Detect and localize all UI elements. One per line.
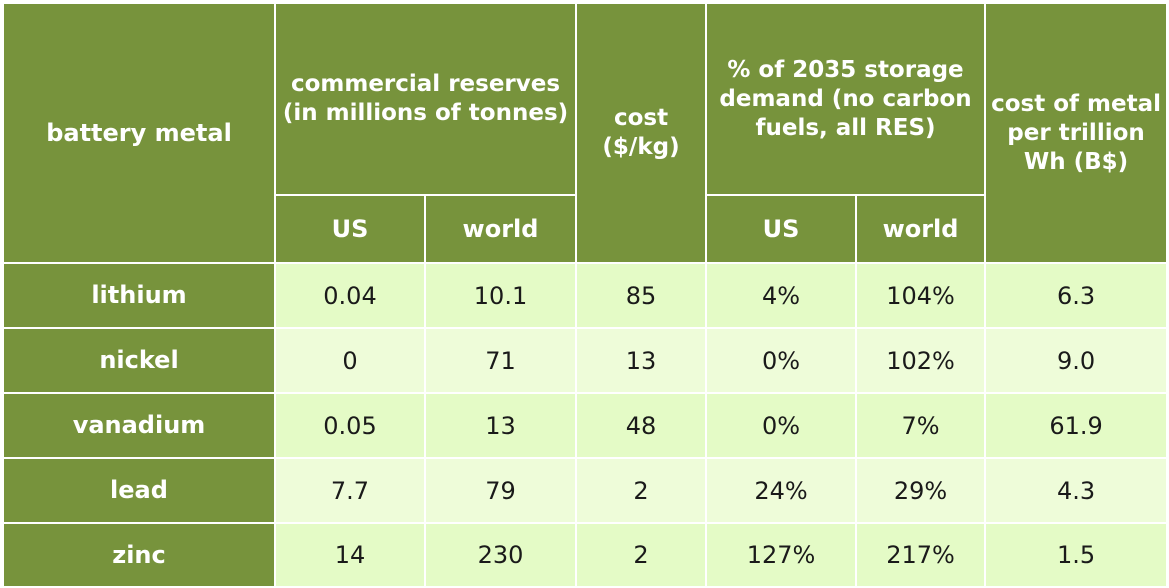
- cell-cost-per-wh: 1.5: [984, 522, 1169, 588]
- cell-reserves-us: 7.7: [274, 457, 426, 524]
- table-row: vanadium 0.05 13 48 0% 7% 61.9: [2, 392, 1169, 459]
- cell-demand-world: 7%: [855, 392, 987, 459]
- cell-demand-us: 0%: [705, 392, 858, 459]
- cell-cost: 2: [575, 457, 708, 524]
- cell-reserves-us: 0.04: [274, 262, 426, 329]
- cell-demand-us: 127%: [705, 522, 858, 588]
- header-row-sub: US world US world: [3, 194, 1167, 264]
- table-row: nickel 0 71 13 0% 102% 9.0: [2, 327, 1169, 394]
- cell-cost-per-wh: 6.3: [984, 262, 1169, 329]
- header-demand-us: US: [705, 194, 858, 264]
- cell-cost-per-wh: 4.3: [984, 457, 1169, 524]
- row-label-metal: lead: [2, 457, 276, 524]
- header-battery-metal: battery metal: [2, 2, 276, 264]
- cell-reserves-us: 14: [274, 522, 426, 588]
- row-label-metal: zinc: [2, 522, 276, 588]
- header-reserves-us: US: [274, 194, 426, 264]
- cell-reserves-us: 0.05: [274, 392, 426, 459]
- cell-reserves-world: 79: [423, 457, 578, 524]
- cell-demand-us: 0%: [705, 327, 858, 394]
- header-cost-per-trillion-wh: cost of metal per trillion Wh (B$): [984, 2, 1169, 264]
- row-label-metal: lithium: [2, 262, 276, 329]
- header-reserves-world: world: [423, 194, 578, 264]
- cell-demand-world: 217%: [855, 522, 987, 588]
- cell-demand-us: 4%: [705, 262, 858, 329]
- cell-reserves-world: 13: [423, 392, 578, 459]
- cell-demand-world: 29%: [855, 457, 987, 524]
- cell-reserves-world: 10.1: [423, 262, 578, 329]
- cell-cost: 48: [575, 392, 708, 459]
- cell-demand-us: 24%: [705, 457, 858, 524]
- row-label-metal: vanadium: [2, 392, 276, 459]
- header-row-top: battery metal commercial reserves (in mi…: [2, 2, 1169, 264]
- cell-demand-world: 102%: [855, 327, 987, 394]
- header-cost: cost ($/kg): [575, 2, 708, 264]
- cell-reserves-world: 71: [423, 327, 578, 394]
- cell-cost: 13: [575, 327, 708, 394]
- cell-reserves-us: 0: [274, 327, 426, 394]
- cell-reserves-world: 230: [423, 522, 578, 588]
- row-label-metal: nickel: [2, 327, 276, 394]
- table-row: lithium 0.04 10.1 85 4% 104% 6.3: [2, 262, 1169, 329]
- cell-cost: 2: [575, 522, 708, 588]
- cell-demand-world: 104%: [855, 262, 987, 329]
- table-row: lead 7.7 79 2 24% 29% 4.3: [2, 457, 1169, 524]
- header-storage-demand: % of 2035 storage demand (no carbon fuel…: [705, 2, 987, 196]
- header-demand-world: world: [855, 194, 987, 264]
- table-row: zinc 14 230 2 127% 217% 1.5: [2, 522, 1169, 588]
- cell-cost-per-wh: 9.0: [984, 327, 1169, 394]
- cell-cost-per-wh: 61.9: [984, 392, 1169, 459]
- header-commercial-reserves: commercial reserves (in millions of tonn…: [273, 2, 578, 196]
- cell-cost: 85: [575, 262, 708, 329]
